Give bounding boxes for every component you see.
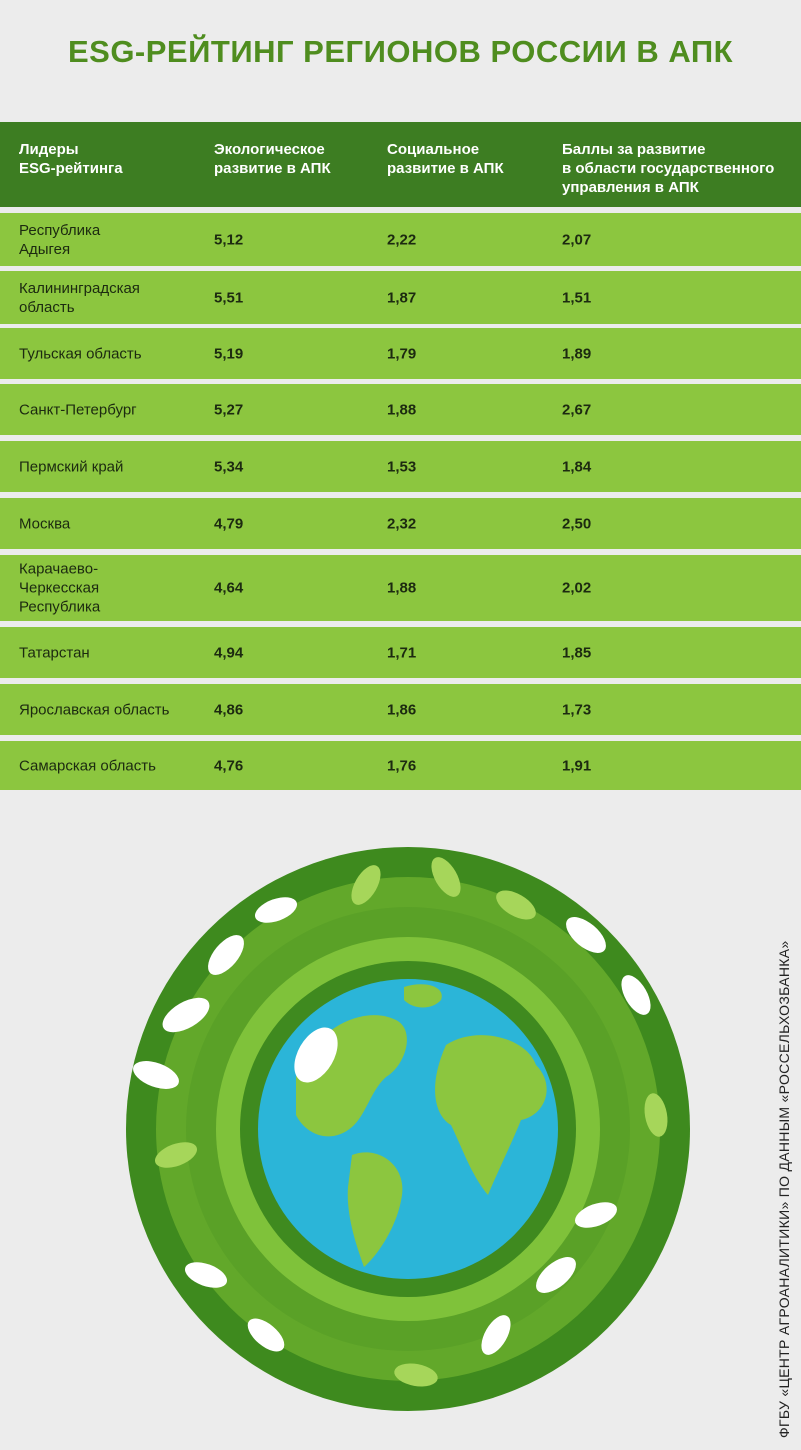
header-social: Социальное развитие в АПК bbox=[387, 141, 504, 177]
earth-globe-icon bbox=[258, 979, 558, 1279]
cell-social: 1,71 bbox=[387, 644, 417, 661]
cell-region: Пермский край bbox=[19, 458, 124, 475]
cell-eco: 5,12 bbox=[214, 231, 244, 248]
cell-region: Москва bbox=[19, 515, 71, 532]
cell-eco: 5,19 bbox=[214, 345, 244, 362]
cell-social: 1,53 bbox=[387, 458, 417, 475]
table-row: Москва 4,79 2,32 2,50 bbox=[0, 498, 801, 549]
cell-gov: 2,50 bbox=[562, 515, 592, 532]
cell-region: Ярославская область bbox=[19, 701, 170, 718]
header-gov: Баллы за развитие в области государствен… bbox=[562, 141, 775, 196]
cell-social: 1,86 bbox=[387, 701, 417, 718]
cell-region: Калининградская область bbox=[19, 279, 140, 316]
leaves-decoration bbox=[133, 897, 651, 1355]
cell-social: 2,32 bbox=[387, 515, 417, 532]
cell-social: 1,88 bbox=[387, 579, 417, 597]
table-header: Лидеры ESG-рейтинга Экологическое развит… bbox=[0, 122, 801, 207]
cell-gov: 1,84 bbox=[562, 458, 592, 475]
header-eco: Экологическое развитие в АПК bbox=[214, 141, 331, 177]
cell-eco: 4,64 bbox=[214, 579, 244, 597]
cell-gov: 1,73 bbox=[562, 701, 592, 718]
cell-region: Самарская область bbox=[19, 757, 156, 774]
cell-eco: 4,76 bbox=[214, 757, 244, 774]
cell-eco: 4,86 bbox=[214, 701, 244, 718]
cell-region: Санкт-Петербург bbox=[19, 401, 137, 418]
table-row: Пермский край 5,34 1,53 1,84 bbox=[0, 441, 801, 492]
esg-table: Лидеры ESG-рейтинга Экологическое развит… bbox=[0, 122, 801, 790]
cell-region: Татарстан bbox=[19, 644, 90, 661]
cell-eco: 4,79 bbox=[214, 515, 244, 532]
cell-eco: 5,27 bbox=[214, 401, 244, 418]
table-row: Тульская область 5,19 1,79 1,89 bbox=[0, 328, 801, 379]
cell-social: 2,22 bbox=[387, 231, 417, 248]
table-row: Ярославская область 4,86 1,86 1,73 bbox=[0, 684, 801, 735]
cell-region: Карачаево- Черкесская Республика bbox=[19, 560, 101, 616]
table-row: Карачаево- Черкесская Республика 4,64 1,88… bbox=[0, 555, 801, 621]
cell-region: Тульская область bbox=[19, 345, 142, 362]
cell-social: 1,88 bbox=[387, 401, 417, 418]
cell-eco: 5,51 bbox=[214, 289, 244, 306]
table-row: Республика Адыгея 5,12 2,22 2,07 bbox=[0, 213, 801, 266]
table-row: Санкт-Петербург 5,27 1,88 2,67 bbox=[0, 384, 801, 435]
table-row: Калининградская область 5,51 1,87 1,51 bbox=[0, 271, 801, 324]
cell-region: Республика Адыгея bbox=[19, 221, 101, 258]
cell-gov: 1,51 bbox=[562, 289, 592, 306]
cell-eco: 5,34 bbox=[214, 458, 244, 475]
cell-gov: 1,91 bbox=[562, 757, 592, 774]
table-row: Татарстан 4,94 1,71 1,85 bbox=[0, 627, 801, 678]
source-note: ФГБУ «ЦЕНТР АГРОАНАЛИТИКИ» ПО ДАННЫМ «РО… bbox=[776, 940, 792, 1439]
cell-social: 1,79 bbox=[387, 345, 417, 362]
cell-social: 1,76 bbox=[387, 757, 417, 774]
cell-gov: 2,02 bbox=[562, 579, 592, 597]
earth-leaves-illustration bbox=[126, 847, 690, 1411]
cell-social: 1,87 bbox=[387, 289, 417, 306]
cell-gov: 2,07 bbox=[562, 231, 592, 248]
cell-gov: 1,85 bbox=[562, 644, 592, 661]
cell-gov: 1,89 bbox=[562, 345, 592, 362]
leaves-decoration-light bbox=[154, 857, 668, 1387]
header-region: Лидеры ESG-рейтинга bbox=[19, 141, 123, 177]
table-row: Самарская область 4,76 1,76 1,91 bbox=[0, 741, 801, 790]
cell-eco: 4,94 bbox=[214, 644, 244, 661]
page-title: ESG-РЕЙТИНГ РЕГИОНОВ РОССИИ В АПК bbox=[67, 34, 734, 69]
cell-gov: 2,67 bbox=[562, 401, 592, 418]
